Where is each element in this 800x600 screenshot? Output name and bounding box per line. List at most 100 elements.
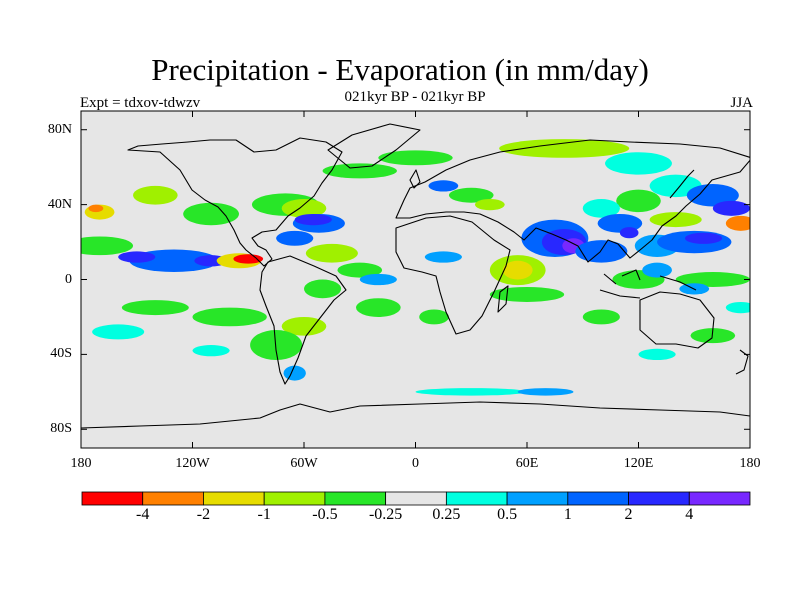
colorbar-swatch-5 bbox=[385, 491, 447, 506]
experiment-label: Expt = tdxov-tdwzv bbox=[80, 95, 201, 111]
coastline-eurasia bbox=[395, 139, 750, 263]
colorbar-label: -4 bbox=[136, 506, 150, 523]
lat-tick-label: 80N bbox=[47, 121, 72, 137]
colorbar-swatch-2 bbox=[203, 491, 265, 506]
field-region-4 bbox=[118, 251, 156, 263]
coastline-south-america bbox=[259, 255, 347, 385]
field-region-63 bbox=[690, 328, 736, 344]
field-region-2 bbox=[81, 236, 134, 256]
field-region-18 bbox=[304, 279, 342, 299]
coastline-antarctica bbox=[81, 401, 750, 429]
field-region-58 bbox=[642, 262, 672, 278]
field-region-22 bbox=[192, 307, 267, 327]
field-region-38 bbox=[712, 200, 750, 216]
colorbar-label: 2 bbox=[624, 506, 633, 523]
colorbar-label: 4 bbox=[685, 506, 694, 523]
field-region-34 bbox=[499, 139, 630, 158]
field-region-0 bbox=[133, 185, 178, 205]
field-region-44 bbox=[575, 240, 628, 263]
season-label: JJA bbox=[730, 95, 753, 111]
field-region-39 bbox=[616, 189, 661, 213]
field-region-16 bbox=[337, 262, 383, 278]
coastline-uk bbox=[409, 169, 421, 189]
coastline-north-america bbox=[127, 137, 343, 267]
colorbar-swatch-3 bbox=[263, 491, 326, 506]
field-region-29 bbox=[517, 388, 574, 396]
colorbar-swatch-10 bbox=[688, 491, 751, 506]
coastline-australia bbox=[639, 291, 715, 349]
lon-tick-label: 60E bbox=[515, 456, 539, 471]
field-region-9 bbox=[88, 204, 104, 213]
field-region-56 bbox=[489, 286, 565, 302]
field-region-40 bbox=[582, 198, 620, 218]
lat-tick-label: 80S bbox=[50, 421, 72, 437]
colorbar-swatch-0 bbox=[81, 491, 144, 506]
colorbar-label: -1 bbox=[257, 506, 271, 523]
field-region-15 bbox=[305, 243, 358, 263]
lon-tick-label: 120W bbox=[175, 456, 210, 471]
field-region-30 bbox=[322, 163, 397, 179]
colorbar-swatch-1 bbox=[142, 491, 204, 506]
colorbar-label: -2 bbox=[196, 506, 211, 523]
lat-tick-label: 0 bbox=[65, 271, 72, 287]
field-region-21 bbox=[283, 365, 306, 381]
coastline-indonesia bbox=[599, 269, 697, 299]
field-region-32 bbox=[448, 187, 494, 203]
coastline-africa bbox=[395, 215, 511, 335]
colorbar-swatch-8 bbox=[567, 491, 629, 506]
field-region-7 bbox=[233, 254, 264, 264]
field-region-64 bbox=[725, 301, 750, 314]
chart-subtitle: 021kyr BP - 021kyr BP bbox=[344, 89, 486, 105]
field-region-54 bbox=[474, 198, 505, 211]
colorbar-label: -0.25 bbox=[368, 506, 403, 523]
colorbar-swatch-6 bbox=[445, 491, 508, 506]
field-region-1 bbox=[183, 202, 239, 226]
colorbar-swatch-4 bbox=[324, 491, 387, 506]
coastline-layer bbox=[81, 123, 750, 429]
field-region-49 bbox=[684, 232, 723, 244]
field-region-14 bbox=[276, 230, 314, 246]
field-region-33 bbox=[428, 180, 459, 192]
coastline-madagascar bbox=[497, 285, 509, 313]
lat-tick-label: 40S bbox=[50, 346, 72, 362]
colorbar-swatch-9 bbox=[628, 491, 690, 506]
field-region-55 bbox=[424, 251, 462, 263]
field-region-59 bbox=[675, 272, 750, 287]
lon-tick-label: 0 bbox=[412, 456, 419, 471]
field-region-35 bbox=[605, 152, 672, 175]
field-region-62 bbox=[638, 348, 676, 361]
lat-tick-label: 40N bbox=[47, 196, 72, 212]
field-region-25 bbox=[192, 345, 230, 357]
lon-tick-label: 180 bbox=[70, 456, 92, 471]
lon-tick-label: 120E bbox=[623, 456, 654, 471]
colorbar-label: -0.5 bbox=[312, 506, 338, 523]
field-region-23 bbox=[121, 300, 189, 316]
field-region-51 bbox=[649, 212, 702, 228]
field-layer bbox=[81, 139, 750, 396]
field-region-50 bbox=[725, 215, 750, 231]
axis-ticks bbox=[80, 111, 751, 448]
lon-tick-label: 180 bbox=[739, 456, 761, 471]
coastline-japan bbox=[669, 169, 695, 199]
field-region-13 bbox=[294, 213, 332, 226]
field-region-19 bbox=[281, 316, 327, 336]
field-region-27 bbox=[419, 309, 449, 325]
coastline-new-zealand bbox=[735, 349, 749, 375]
colorbar-label: 0.5 bbox=[497, 506, 518, 523]
field-region-28 bbox=[415, 388, 527, 396]
field-region-17 bbox=[359, 273, 397, 286]
field-region-53 bbox=[502, 260, 533, 280]
colorbar-swatch-7 bbox=[506, 491, 569, 506]
field-region-37 bbox=[686, 184, 739, 207]
field-region-61 bbox=[582, 309, 620, 325]
colorbar-label: 0.25 bbox=[432, 506, 461, 523]
chart-title: Precipitation - Evaporation (in mm/day) bbox=[151, 52, 649, 87]
field-region-24 bbox=[92, 324, 145, 340]
field-region-26 bbox=[356, 298, 401, 317]
field-region-46 bbox=[619, 227, 639, 239]
colorbar-label: 1 bbox=[563, 506, 572, 523]
colorbar bbox=[81, 491, 751, 506]
field-region-31 bbox=[378, 150, 453, 166]
lon-tick-label: 60W bbox=[290, 456, 318, 471]
